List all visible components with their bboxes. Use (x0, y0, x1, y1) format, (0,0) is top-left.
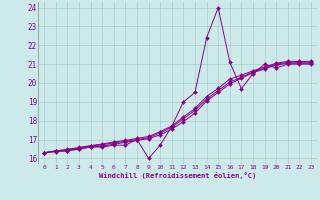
X-axis label: Windchill (Refroidissement éolien,°C): Windchill (Refroidissement éolien,°C) (99, 172, 256, 179)
